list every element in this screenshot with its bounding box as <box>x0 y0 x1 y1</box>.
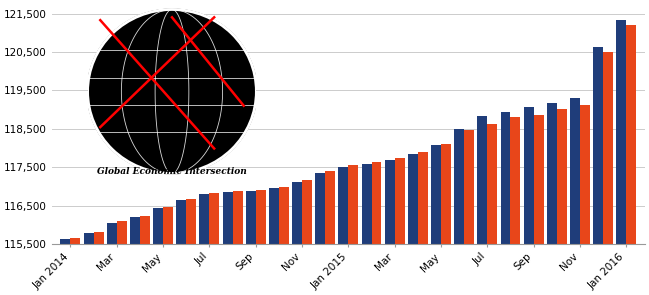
Bar <box>361 164 371 295</box>
Bar <box>431 145 441 295</box>
Text: Global Economic Intersection: Global Economic Intersection <box>97 167 247 176</box>
Bar <box>199 194 210 295</box>
Bar <box>500 112 511 295</box>
Bar <box>338 167 349 295</box>
Bar <box>71 238 80 295</box>
Bar <box>454 129 464 295</box>
Bar <box>93 232 104 295</box>
Bar <box>292 182 302 295</box>
Bar <box>256 190 265 295</box>
Bar <box>593 47 603 295</box>
Bar <box>511 117 520 295</box>
Bar <box>557 109 567 295</box>
Bar <box>478 116 487 295</box>
Bar <box>223 192 232 295</box>
Bar <box>570 98 580 295</box>
Bar <box>84 233 93 295</box>
Bar <box>464 130 474 295</box>
Bar <box>441 144 451 295</box>
Bar <box>349 165 358 295</box>
Bar <box>60 240 71 295</box>
Bar <box>269 188 279 295</box>
Bar <box>210 193 219 295</box>
Bar <box>117 221 127 295</box>
Bar <box>418 152 428 295</box>
Bar <box>533 115 544 295</box>
Bar <box>385 160 395 295</box>
Bar <box>186 199 196 295</box>
Bar <box>603 52 613 295</box>
Bar <box>315 173 325 295</box>
Bar <box>153 208 163 295</box>
Bar <box>279 187 289 295</box>
Bar <box>580 105 590 295</box>
Bar <box>140 216 150 295</box>
Bar <box>246 191 256 295</box>
Bar <box>395 158 404 295</box>
Bar <box>107 223 117 295</box>
Bar <box>302 180 312 295</box>
Ellipse shape <box>88 9 256 173</box>
Bar <box>547 103 557 295</box>
Bar <box>626 25 636 295</box>
Bar <box>524 107 533 295</box>
Bar <box>617 19 626 295</box>
Bar <box>130 217 140 295</box>
Bar <box>177 200 186 295</box>
Bar <box>163 207 173 295</box>
Bar <box>232 191 243 295</box>
Bar <box>408 154 418 295</box>
Bar <box>487 124 497 295</box>
Bar <box>371 162 382 295</box>
Bar <box>325 171 335 295</box>
